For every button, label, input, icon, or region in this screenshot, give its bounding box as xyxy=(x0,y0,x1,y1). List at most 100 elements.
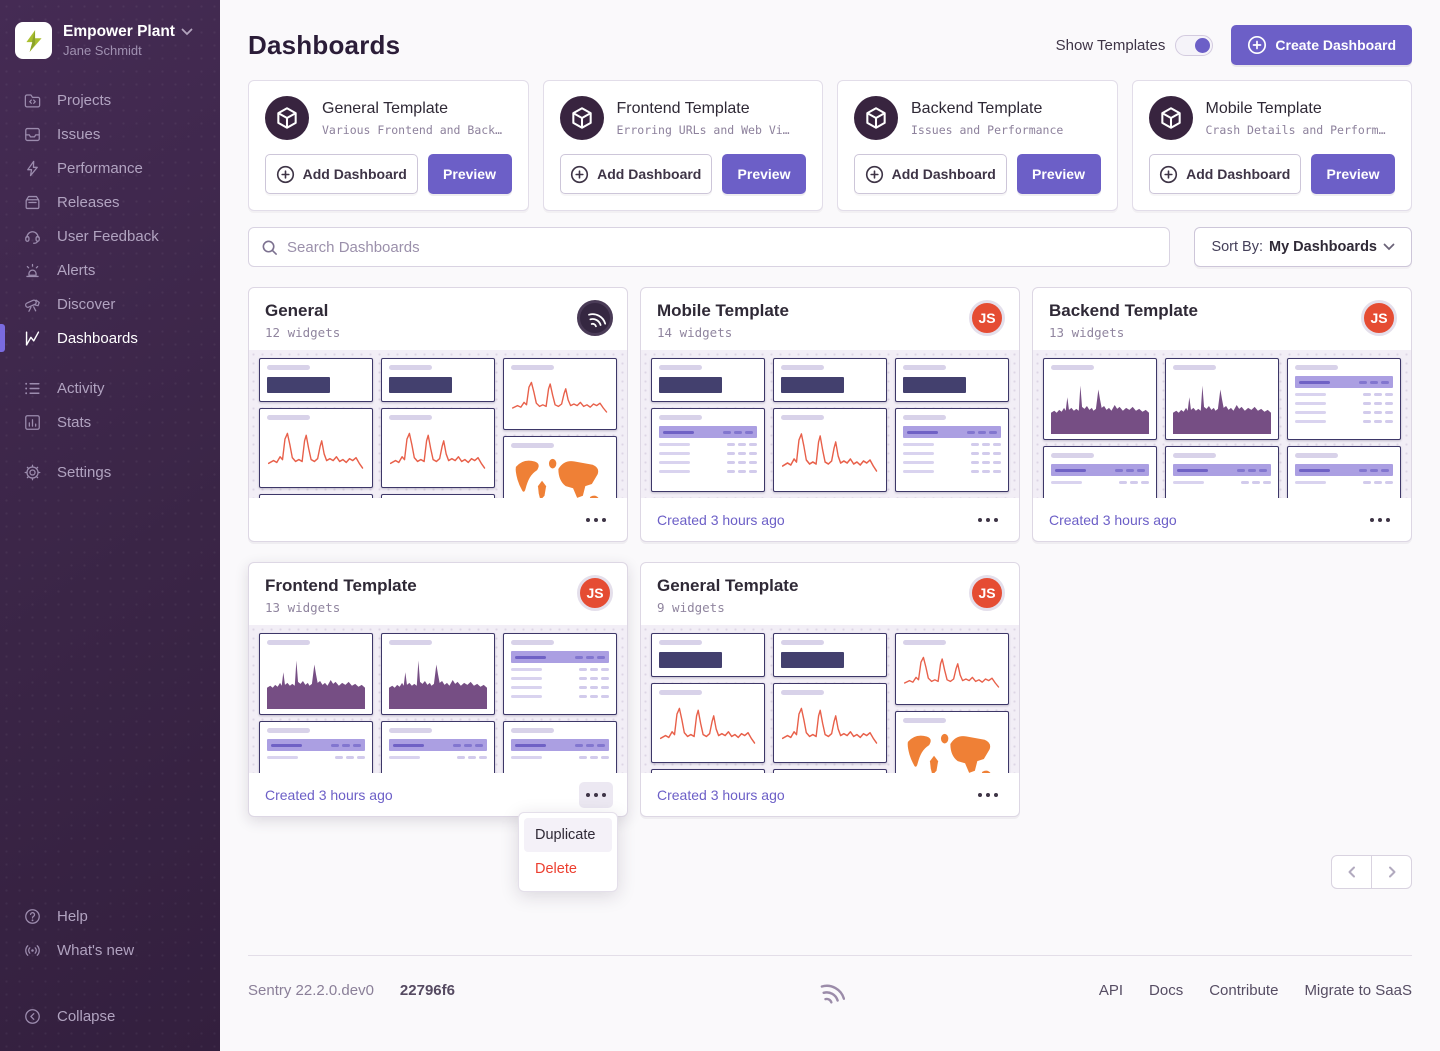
mini-widget-linechart xyxy=(773,408,887,492)
create-dashboard-button[interactable]: Create Dashboard xyxy=(1231,25,1412,65)
sidebar-item-label: Performance xyxy=(57,159,143,177)
show-templates-label: Show Templates xyxy=(1055,36,1166,54)
dashboard-preview xyxy=(1033,350,1411,499)
sidebar-item-issues[interactable]: Issues xyxy=(0,117,220,151)
created-label: Created 3 hours ago xyxy=(265,786,393,803)
mini-widget-table xyxy=(503,721,617,774)
card-options-button[interactable] xyxy=(579,781,613,808)
menu-item-duplicate[interactable]: Duplicate xyxy=(524,818,612,852)
footer-version: Sentry 22.2.0.dev0 xyxy=(248,982,374,999)
pagination-next-button[interactable] xyxy=(1371,855,1412,889)
footer-link-migrate[interactable]: Migrate to SaaS xyxy=(1304,982,1412,999)
mini-widget-clipped xyxy=(381,494,495,499)
preview-button[interactable]: Preview xyxy=(1311,154,1395,194)
template-subtitle: Erroring URLs and Web Vi… xyxy=(616,122,790,137)
template-title: Mobile Template xyxy=(1205,99,1322,117)
card-options-button[interactable] xyxy=(579,507,613,533)
sidebar-item-label: Projects xyxy=(57,91,112,109)
add-dashboard-button[interactable]: Add Dashboard xyxy=(1148,154,1301,194)
footer-link-contribute[interactable]: Contribute xyxy=(1209,982,1279,999)
sort-by-dropdown[interactable]: Sort By: My Dashboards xyxy=(1194,227,1412,267)
mini-widget-table xyxy=(1165,446,1279,499)
chevron-left-icon xyxy=(1348,866,1355,878)
dashboard-widget-count: 9 widgets xyxy=(657,600,725,615)
mini-widget-table xyxy=(1287,446,1401,499)
created-label: Created 3 hours ago xyxy=(657,511,785,528)
sidebar-item-whats-new[interactable]: What's new xyxy=(0,933,220,967)
footer-build-hash[interactable]: 22796f6 xyxy=(399,982,455,999)
add-dashboard-button[interactable]: Add Dashboard xyxy=(559,154,712,194)
pagination xyxy=(248,855,1412,889)
sentry-avatar xyxy=(577,300,613,336)
add-dashboard-button[interactable]: Add Dashboard xyxy=(854,154,1007,194)
sidebar-item-releases[interactable]: Releases xyxy=(0,185,220,219)
dashboard-card-mobile-template[interactable]: Mobile Template 14 widgets JS xyxy=(640,287,1020,542)
dashboards-icon xyxy=(25,330,40,346)
org-switcher[interactable]: Empower Plant Jane Schmidt xyxy=(0,14,220,67)
dashboard-preview xyxy=(641,350,1019,499)
mini-widget-clipped xyxy=(773,769,887,774)
preview-button[interactable]: Preview xyxy=(722,154,806,194)
page-footer: Sentry 22.2.0.dev0 22796f6 API Docs Cont… xyxy=(248,955,1412,1029)
template-card-backend: Backend Template Issues and Performance … xyxy=(837,80,1118,211)
dashboard-title: General xyxy=(265,301,329,320)
sidebar-item-projects[interactable]: Projects xyxy=(0,83,220,117)
dashboard-widget-count: 12 widgets xyxy=(265,325,341,340)
sidebar-item-dashboards[interactable]: Dashboards xyxy=(0,321,220,355)
chevron-down-icon xyxy=(181,28,193,36)
sidebar-item-performance[interactable]: Performance xyxy=(0,151,220,185)
sidebar-item-label: What's new xyxy=(57,941,135,959)
preview-button[interactable]: Preview xyxy=(1016,154,1101,194)
sidebar-item-user-feedback[interactable]: User Feedback xyxy=(0,219,220,253)
mini-widget-areachart xyxy=(1043,358,1157,440)
search-input[interactable] xyxy=(287,238,1158,256)
footer-link-api[interactable]: API xyxy=(1098,982,1124,999)
ellipsis-icon xyxy=(586,517,606,522)
sidebar-bottom-nav: Help What's new Collapse xyxy=(0,899,220,1033)
plus-circle-icon xyxy=(1160,165,1178,183)
menu-item-delete[interactable]: Delete xyxy=(535,861,577,877)
template-title: Backend Template xyxy=(911,99,1043,117)
sidebar-item-alerts[interactable]: Alerts xyxy=(0,253,220,287)
mini-widget-linechart xyxy=(895,633,1009,705)
mini-widget-linechart xyxy=(381,408,495,488)
preview-button[interactable]: Preview xyxy=(427,154,512,194)
dashboard-title: Backend Template xyxy=(1049,301,1198,320)
mini-widget-areachart xyxy=(1165,358,1279,440)
releases-icon xyxy=(25,195,40,209)
sidebar-item-settings[interactable]: Settings xyxy=(0,455,220,489)
alerts-icon xyxy=(26,263,39,277)
mini-widget-bignumber xyxy=(651,358,765,402)
dashboard-card-backend-template[interactable]: Backend Template 13 widgets JS xyxy=(1032,287,1412,542)
sidebar-item-label: User Feedback xyxy=(57,227,159,245)
card-options-button[interactable] xyxy=(971,782,1005,808)
issues-icon xyxy=(25,127,40,141)
page-title: Dashboards xyxy=(248,29,401,60)
card-options-button[interactable] xyxy=(971,507,1005,533)
dashboard-card-general[interactable]: General 12 widgets xyxy=(248,287,628,542)
mini-widget-worldmap xyxy=(503,436,617,499)
add-dashboard-button[interactable]: Add Dashboard xyxy=(265,154,418,194)
sidebar-item-help[interactable]: Help xyxy=(0,899,220,933)
stats-icon xyxy=(25,414,40,430)
plus-circle-icon xyxy=(276,165,294,183)
show-templates-toggle[interactable] xyxy=(1175,34,1214,56)
search-icon xyxy=(262,240,277,255)
mini-widget-linechart xyxy=(259,408,373,488)
mini-widget-table xyxy=(895,408,1009,492)
user-avatar: JS xyxy=(1361,300,1397,336)
activity-icon xyxy=(25,382,40,394)
footer-link-docs[interactable]: Docs xyxy=(1149,982,1184,999)
sidebar-item-stats[interactable]: Stats xyxy=(0,405,220,439)
user-feedback-icon xyxy=(25,230,40,244)
broadcast-icon xyxy=(25,944,40,956)
sidebar-item-discover[interactable]: Discover xyxy=(0,287,220,321)
sidebar-item-activity[interactable]: Activity xyxy=(0,371,220,405)
template-subtitle: Issues and Performance xyxy=(911,122,1064,137)
mini-widget-linechart xyxy=(773,683,887,763)
pagination-prev-button[interactable] xyxy=(1331,855,1372,889)
dashboard-card-general-template[interactable]: General Template 9 widgets JS xyxy=(640,562,1020,817)
card-options-button[interactable] xyxy=(1363,507,1397,533)
sidebar-item-collapse[interactable]: Collapse xyxy=(0,999,220,1033)
dashboard-card-frontend-template[interactable]: Frontend Template 13 widgets JS xyxy=(248,562,628,892)
